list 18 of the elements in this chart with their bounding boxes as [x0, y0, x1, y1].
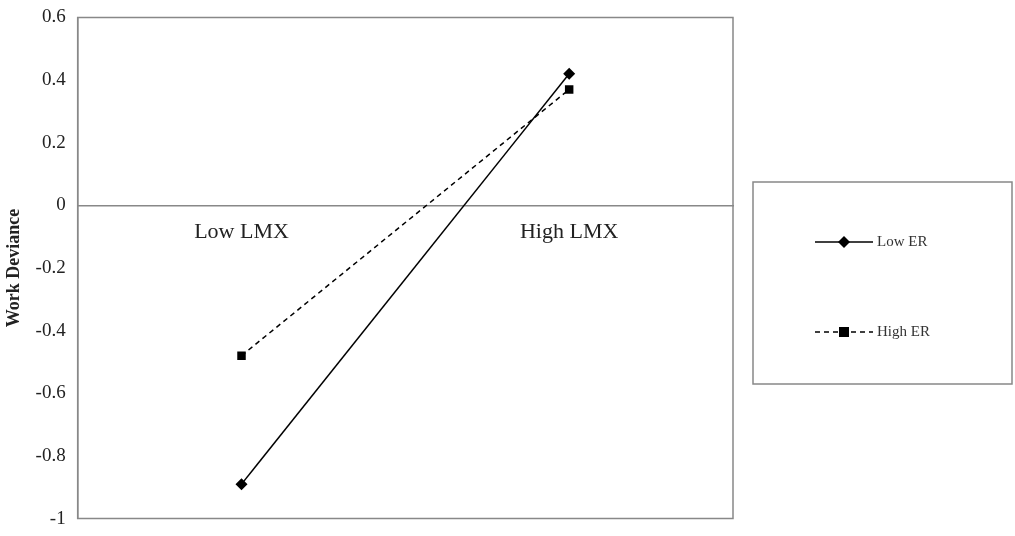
legend-label: Low ER — [877, 232, 928, 249]
y-axis-title: Work Deviance — [3, 208, 24, 328]
y-tick-label: -1 — [49, 506, 66, 528]
point — [564, 85, 574, 94]
y-tick-label: 0.6 — [41, 5, 66, 27]
y-tick-label: 0 — [56, 193, 66, 215]
y-tick-label: -0.2 — [35, 255, 66, 277]
y-tick-label: 0.4 — [41, 68, 67, 90]
point — [235, 478, 248, 491]
y-tick-label: -0.8 — [35, 443, 66, 465]
point — [563, 67, 576, 80]
legend-label: High ER — [877, 322, 930, 339]
x-tick-label: High LMX — [519, 218, 619, 244]
point — [237, 351, 246, 360]
y-tick-label: -0.6 — [35, 381, 66, 403]
x-tick-label: Low LMX — [194, 218, 289, 244]
y-tick-label: -0.4 — [35, 318, 67, 340]
y-tick-label: 0.2 — [41, 130, 66, 152]
